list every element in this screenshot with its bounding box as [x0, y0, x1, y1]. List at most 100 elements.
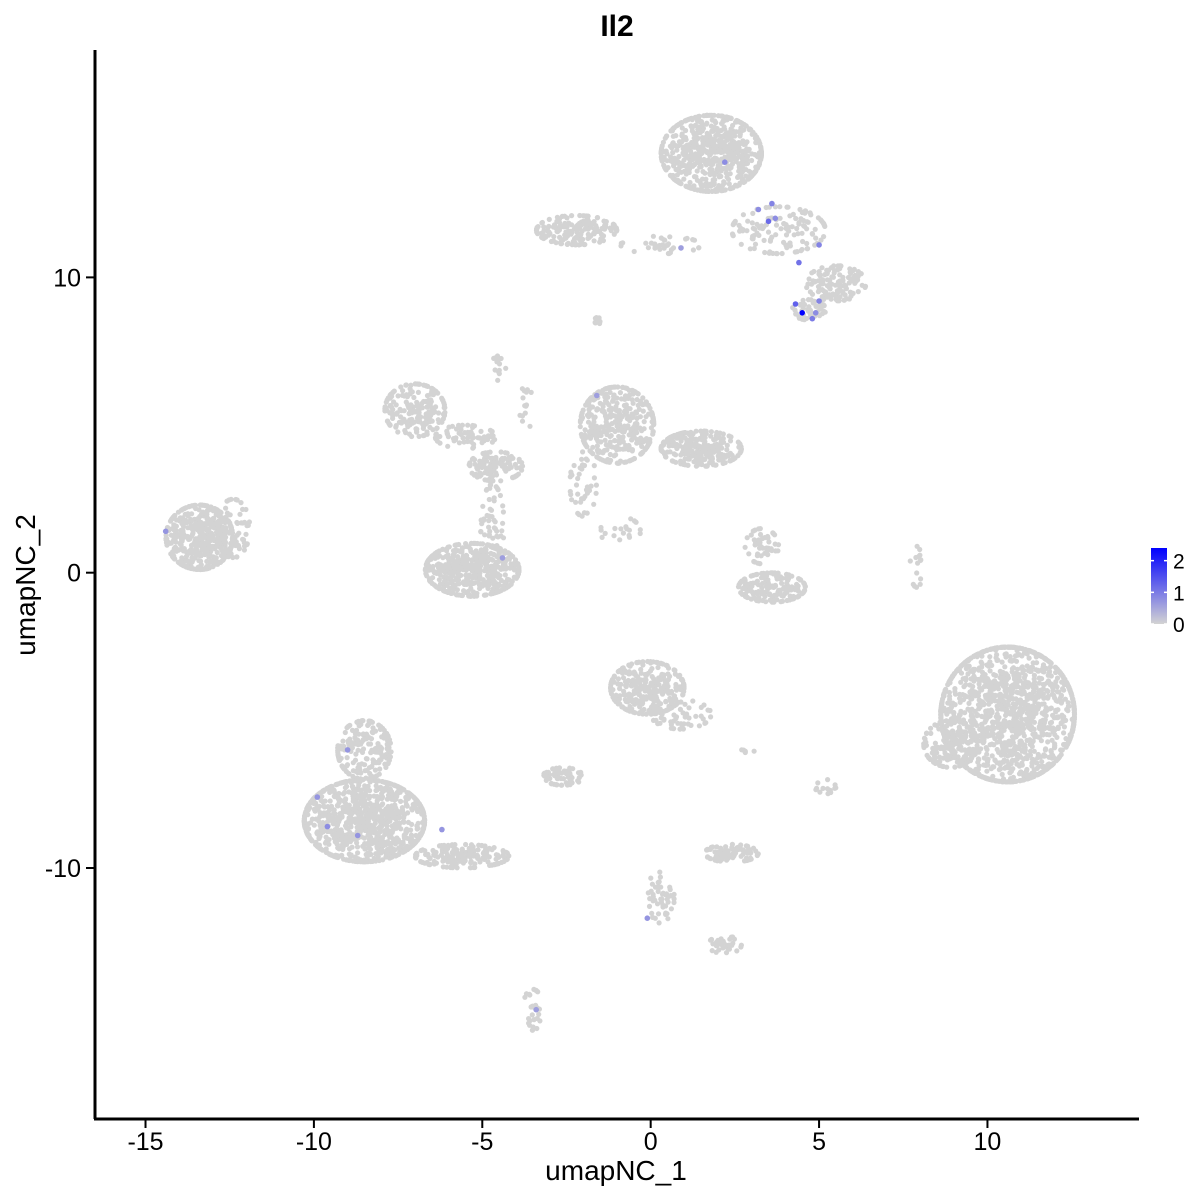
cell-point [1034, 772, 1040, 778]
cell-point [170, 538, 176, 544]
cell-point [1050, 760, 1056, 767]
cell-point [699, 121, 705, 127]
cell-point [1031, 748, 1037, 754]
cell-point [1043, 713, 1049, 719]
cell-point [739, 120, 745, 126]
cell-point [240, 506, 246, 512]
cell-point [1023, 768, 1030, 774]
cell-point [602, 437, 608, 443]
cell-point [959, 662, 965, 669]
cell-point [727, 438, 734, 444]
cell-point [579, 462, 586, 468]
cell-point [689, 117, 695, 123]
cell-point [484, 564, 490, 570]
cell-point [708, 429, 715, 435]
cell-point [180, 528, 186, 535]
cell-point [630, 400, 636, 406]
cell-point [987, 668, 993, 674]
cell-point [610, 412, 616, 418]
cell-point [662, 454, 669, 460]
cell-point [723, 166, 729, 172]
cell-point [1002, 664, 1008, 670]
cell-point [618, 240, 624, 246]
cell-point [688, 124, 695, 130]
cell-point [1045, 678, 1052, 684]
cell-point [709, 128, 715, 134]
cell-point [794, 581, 800, 588]
cell-point [482, 477, 488, 483]
cell-point [1039, 764, 1045, 770]
cell-point [708, 162, 714, 168]
cell-point [671, 125, 677, 131]
cell-point [674, 431, 681, 438]
cell-point [1036, 652, 1042, 658]
cell-point [620, 446, 626, 452]
cell-point [468, 540, 474, 547]
cell-point [822, 272, 828, 278]
cell-point [437, 440, 443, 446]
cell-point [812, 226, 818, 232]
cell-point [650, 417, 657, 423]
cell-point [975, 712, 981, 718]
cell-point [767, 591, 773, 598]
cell-point [502, 572, 508, 578]
cell-point [445, 443, 451, 449]
cell-point [469, 456, 475, 462]
cell-point [706, 158, 712, 164]
cell-point [674, 441, 680, 448]
cell-point [436, 577, 442, 583]
cell-point [474, 553, 480, 559]
cell-point [1041, 753, 1047, 759]
cell-point [743, 123, 749, 129]
cell-point [1025, 705, 1031, 711]
cell-point [678, 452, 684, 458]
cell-point [1071, 716, 1077, 722]
cell-point [558, 241, 565, 247]
cell-point [804, 240, 810, 247]
cell-point [833, 296, 839, 303]
cell-point [1071, 709, 1077, 716]
cell-point [1032, 731, 1038, 737]
cell-point [576, 242, 582, 248]
cell-point [746, 146, 752, 152]
cell-point [1012, 680, 1019, 686]
cell-point [1063, 679, 1069, 685]
cell-point [227, 520, 233, 526]
cell-point [629, 412, 635, 418]
cell-point [665, 439, 671, 445]
cell-point [1035, 694, 1041, 700]
cell-point [737, 131, 743, 137]
cell-point [588, 224, 594, 230]
cell-point [804, 226, 810, 232]
cell-point [958, 679, 964, 685]
cell-point [837, 263, 843, 269]
cell-point [447, 570, 453, 576]
cell-point [981, 755, 987, 761]
cell-point [1058, 747, 1064, 753]
cell-point [534, 224, 540, 231]
cell-point [640, 401, 646, 407]
cell-point [553, 240, 559, 246]
cell-point [616, 413, 623, 419]
cell-point [420, 425, 426, 431]
cell-point [984, 728, 990, 734]
cell-point [750, 236, 756, 242]
cell-point [714, 126, 720, 132]
cell-point [1019, 777, 1025, 783]
cell-point [722, 454, 728, 460]
cell-point [424, 420, 430, 426]
cell-point [738, 447, 744, 453]
cell-point [487, 449, 493, 455]
cell-point [1016, 731, 1022, 737]
cell-point [580, 449, 586, 455]
cell-point [433, 404, 439, 410]
cell-point [683, 441, 690, 447]
cell-point [456, 430, 462, 436]
cell-point [234, 554, 240, 560]
cell-point [661, 237, 667, 243]
cell-point [1024, 718, 1030, 725]
cell-point [593, 435, 600, 442]
cell-point [647, 439, 653, 445]
cell-point [408, 402, 414, 408]
cell-point [243, 531, 249, 537]
